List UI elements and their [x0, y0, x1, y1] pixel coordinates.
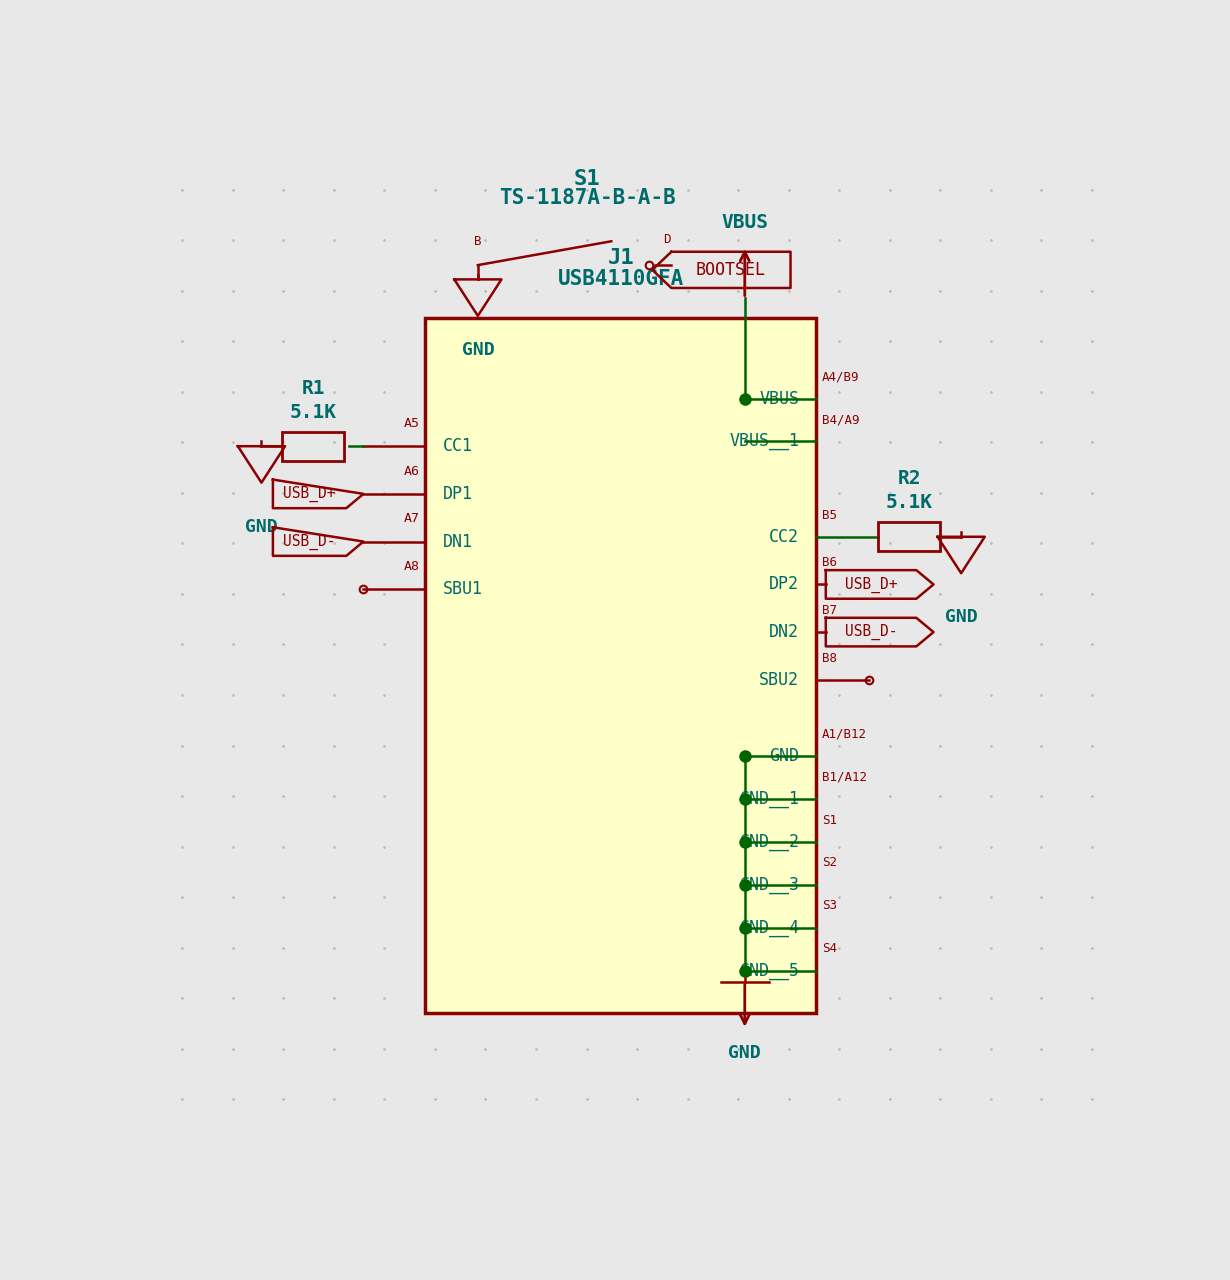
Text: S1: S1: [822, 814, 836, 827]
Text: S4: S4: [822, 942, 836, 955]
Text: B6: B6: [822, 557, 836, 570]
Text: A1/B12: A1/B12: [822, 728, 867, 741]
Text: GND: GND: [769, 748, 800, 765]
Text: B8: B8: [822, 652, 836, 664]
Text: DN2: DN2: [769, 623, 800, 641]
Text: GND__5: GND__5: [739, 961, 800, 979]
Text: GND: GND: [245, 517, 278, 536]
Text: R2: R2: [898, 470, 921, 489]
Text: DN1: DN1: [443, 532, 472, 550]
Text: SBU1: SBU1: [443, 580, 482, 598]
Text: USB4110GFA: USB4110GFA: [557, 269, 684, 289]
Text: VBUS: VBUS: [721, 212, 769, 232]
Text: USB_D-: USB_D-: [845, 623, 898, 640]
Text: 5.1K: 5.1K: [290, 403, 337, 421]
Text: D: D: [663, 233, 670, 246]
Text: VBUS: VBUS: [759, 389, 800, 407]
Text: USB_D-: USB_D-: [283, 534, 336, 549]
Text: GND: GND: [945, 608, 978, 626]
Text: S3: S3: [822, 900, 836, 913]
Text: GND: GND: [461, 342, 494, 360]
Text: GND__4: GND__4: [739, 919, 800, 937]
Text: GND__2: GND__2: [739, 833, 800, 851]
Text: GND__3: GND__3: [739, 876, 800, 893]
Text: VBUS__1: VBUS__1: [729, 433, 800, 451]
Text: S2: S2: [822, 856, 836, 869]
Text: GND__1: GND__1: [739, 790, 800, 808]
Text: A5: A5: [403, 417, 419, 430]
Text: SBU2: SBU2: [759, 671, 800, 689]
Text: A8: A8: [403, 559, 419, 573]
Text: USB_D+: USB_D+: [845, 576, 898, 593]
Text: A6: A6: [403, 465, 419, 477]
Text: B4/A9: B4/A9: [822, 413, 860, 426]
Text: TS-1187A-B-A-B: TS-1187A-B-A-B: [499, 188, 675, 207]
Text: J1: J1: [608, 248, 635, 268]
Text: S1: S1: [574, 169, 600, 189]
Text: DP2: DP2: [769, 576, 800, 594]
Text: B7: B7: [822, 604, 836, 617]
Text: B1/A12: B1/A12: [822, 771, 867, 783]
Text: B5: B5: [822, 508, 836, 521]
Text: A7: A7: [403, 512, 419, 525]
Text: DP1: DP1: [443, 485, 472, 503]
Text: B: B: [474, 236, 482, 248]
Bar: [878, 522, 940, 552]
Bar: [426, 317, 817, 1014]
Text: CC2: CC2: [769, 527, 800, 545]
Text: CC1: CC1: [443, 438, 472, 456]
Text: 5.1K: 5.1K: [886, 493, 932, 512]
Text: GND: GND: [728, 1044, 761, 1062]
Text: R1: R1: [301, 379, 325, 398]
Bar: [283, 431, 344, 461]
Text: USB_D+: USB_D+: [283, 486, 336, 502]
Text: A4/B9: A4/B9: [822, 370, 860, 383]
Text: BOOTSEL: BOOTSEL: [696, 261, 766, 279]
